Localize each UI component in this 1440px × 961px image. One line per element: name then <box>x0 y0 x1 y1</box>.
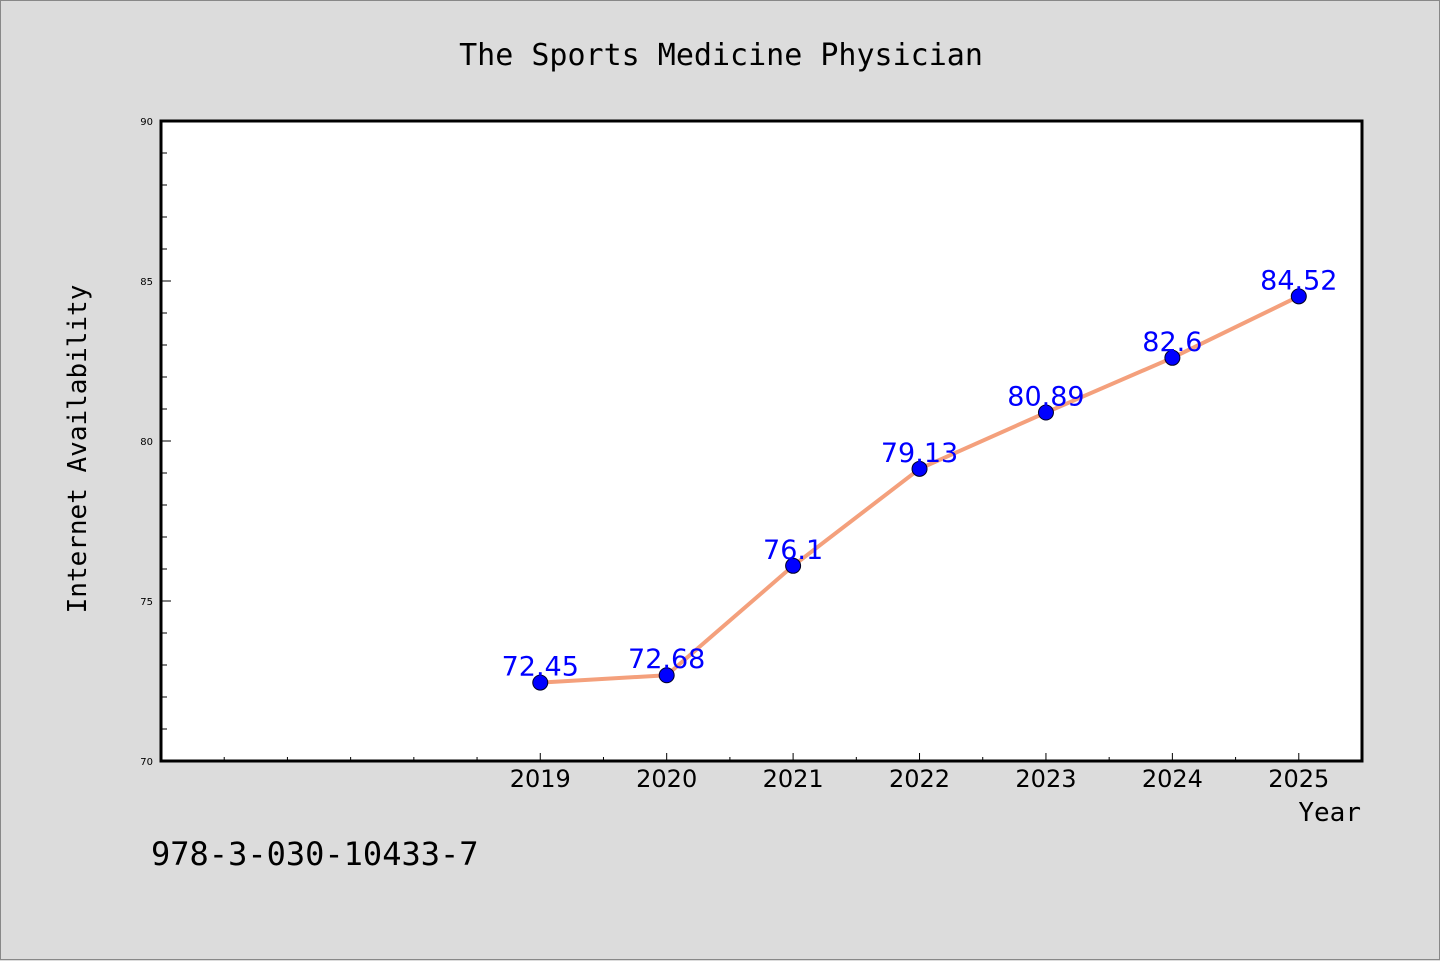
data-point[interactable] <box>1290 288 1307 305</box>
x-axis-title: Year <box>1298 798 1361 828</box>
data-label: 80.89 <box>1007 382 1084 413</box>
data-label: 84.52 <box>1260 265 1337 296</box>
data-label: 72.45 <box>502 652 579 683</box>
y-tick-label: 90 <box>140 117 153 128</box>
y-axis-title: Internet Availability <box>63 285 93 614</box>
y-tick-label: 85 <box>140 277 153 288</box>
y-tick-label: 70 <box>140 757 153 768</box>
data-point[interactable] <box>1037 404 1054 421</box>
x-tick-label: 2022 <box>889 765 950 793</box>
y-axis: 70 75 80 85 90 <box>140 117 171 768</box>
data-point[interactable] <box>785 557 802 574</box>
y-tick-label: 80 <box>140 437 153 448</box>
y-tick-label: 75 <box>140 597 153 608</box>
x-tick-label: 2023 <box>1015 765 1076 793</box>
data-label-layer: 72.45 72.68 76.1 79.13 80.89 82.6 84.52 <box>502 265 1338 682</box>
data-label: 82.6 <box>1142 327 1202 358</box>
data-label: 72.68 <box>628 644 705 675</box>
x-tick-label: 2020 <box>636 765 697 793</box>
data-label: 79.13 <box>881 438 958 469</box>
x-tick-label: 2025 <box>1268 765 1329 793</box>
series-layer <box>532 288 1307 691</box>
chart-title: The Sports Medicine Physician <box>459 38 983 73</box>
plot-area <box>159 119 1364 763</box>
x-tick-label: 2024 <box>1142 765 1203 793</box>
data-point[interactable] <box>1164 349 1181 366</box>
data-point[interactable] <box>911 460 928 477</box>
x-tick-label: 2019 <box>510 765 571 793</box>
isbn-label: 978-3-030-10433-7 <box>151 835 479 873</box>
data-point[interactable] <box>658 667 675 684</box>
x-axis: 2019 2020 2021 2022 2023 2024 2025 <box>223 753 1363 793</box>
x-tick-label: 2021 <box>763 765 824 793</box>
data-point[interactable] <box>532 674 549 691</box>
data-label: 76.1 <box>763 535 823 566</box>
